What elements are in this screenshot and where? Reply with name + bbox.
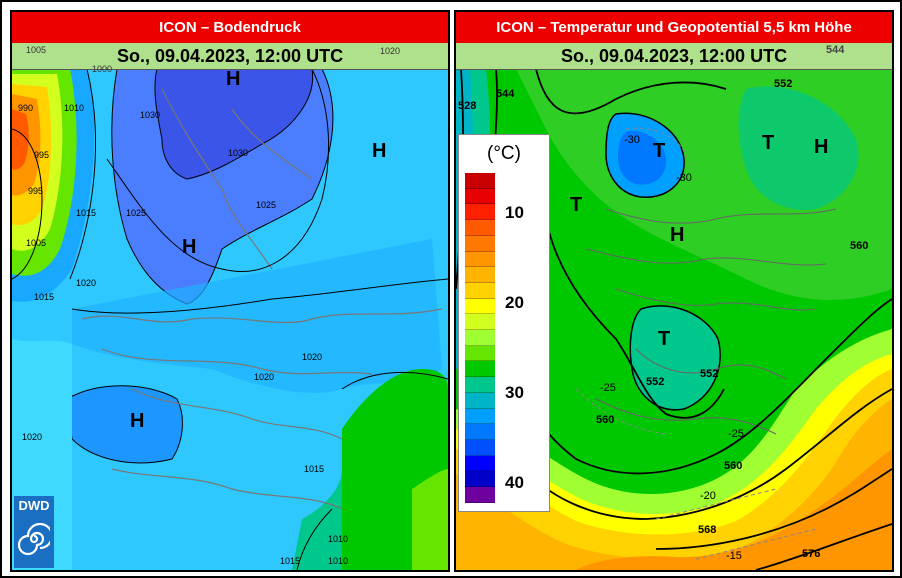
dwd-logo-text: DWD (18, 498, 50, 513)
temperature-label: -25 (600, 382, 616, 394)
high-pressure-label: H (670, 224, 685, 246)
legend-swatch (465, 439, 495, 456)
temperature-label: -30 (624, 134, 640, 146)
spiral-icon (18, 522, 50, 556)
temperature-label: -30 (676, 172, 692, 184)
isobar-label: 1030 (228, 148, 249, 158)
isobar-label: 1010 (64, 103, 85, 113)
legend-swatch (465, 204, 495, 221)
geopotential-label: 552 (646, 376, 665, 388)
isobar-label: 1020 (380, 46, 401, 56)
legend-swatch (465, 455, 495, 472)
isobar-label: 1015 (76, 208, 97, 218)
legend-swatch (465, 282, 495, 299)
legend-swatch (465, 392, 495, 409)
legend-swatch (465, 408, 495, 425)
isobar-label: 1010 (328, 556, 349, 566)
geopotential-label: 568 (698, 524, 717, 536)
high-pressure-label: H (814, 136, 829, 158)
geopotential-label: 544 (496, 88, 515, 100)
legend-swatch (465, 377, 495, 393)
legend-swatch (465, 314, 495, 331)
legend-swatch (465, 220, 495, 236)
legend-swatch (465, 188, 495, 205)
isobar-label: 1000 (92, 64, 113, 74)
legend-color-scale (465, 173, 495, 503)
dwd-logo: DWD (14, 496, 54, 568)
high-pressure-label: H (130, 410, 145, 432)
low-pressure-label: T (762, 132, 775, 154)
isobar-label: 1010 (328, 534, 349, 544)
isobar-label: 990 (18, 103, 34, 113)
legend-swatch (465, 267, 495, 283)
geopotential-label: 560 (850, 240, 869, 252)
upper-air-panel: ICON – Temperatur und Geopotential 5,5 k… (454, 10, 894, 572)
isobar-label: 1005 (26, 238, 47, 248)
low-pressure-label: T (653, 140, 666, 162)
isobar-label: 1015 (280, 556, 301, 566)
legend-swatch (465, 251, 495, 268)
panel-date: So., 09.04.2023, 12:00 UTC (456, 43, 892, 70)
legend-unit: (°C) (487, 143, 521, 164)
geopotential-label: 552 (700, 368, 719, 380)
isobar-label: 995 (34, 150, 50, 160)
legend-tick: 30 (505, 383, 524, 402)
legend-swatch (465, 424, 495, 440)
temperature-label: -15 (726, 550, 742, 562)
temperature-label: -25 (728, 428, 744, 440)
legend-swatch (465, 487, 495, 503)
panel-title: ICON – Bodendruck (12, 12, 448, 43)
isobar-label: 1020 (254, 372, 275, 382)
legend-swatch (465, 173, 495, 189)
isobar-label: 1015 (34, 292, 55, 302)
low-pressure-label: T (570, 194, 583, 216)
isobar-label: 1025 (126, 208, 147, 218)
legend-swatch (465, 361, 495, 378)
isobar-label: 1005 (26, 45, 47, 55)
isobar-label: 1020 (76, 278, 97, 288)
geopotential-label: 552 (774, 78, 793, 90)
geopotential-label: 560 (724, 460, 743, 472)
isobar-label: 1025 (256, 200, 277, 210)
legend-swatch (465, 298, 495, 315)
surface-pressure-panel: ICON – Bodendruck So., 09.04.2023, 12:00… (10, 10, 450, 572)
isobar-label: 1020 (22, 432, 43, 442)
legend-swatch (465, 345, 495, 362)
geopotential-label: 544 (826, 44, 845, 56)
isobar-label: 1020 (302, 352, 323, 362)
low-pressure-label: T (658, 328, 671, 350)
isobar-label: 995 (28, 186, 44, 196)
legend-swatch (465, 330, 495, 346)
temperature-legend: (°C) 10 20 30 40 (458, 134, 550, 512)
high-pressure-label: H (182, 236, 197, 258)
legend-tick: 10 (505, 203, 524, 222)
isobar-label: 1030 (140, 110, 161, 120)
high-pressure-label: H (372, 140, 387, 162)
geopotential-label: 576 (802, 548, 821, 560)
isobar-label: 1015 (304, 464, 325, 474)
geopotential-label: 560 (596, 414, 615, 426)
panel-title: ICON – Temperatur und Geopotential 5,5 k… (456, 12, 892, 43)
legend-tick: 40 (505, 473, 524, 492)
panel-date: So., 09.04.2023, 12:00 UTC (12, 43, 448, 70)
high-pressure-label: H (226, 68, 241, 90)
geopotential-label: 528 (458, 100, 477, 112)
legend-swatch (465, 471, 495, 488)
legend-swatch (465, 235, 495, 252)
temperature-label: -20 (700, 490, 716, 502)
legend-tick: 20 (505, 293, 524, 312)
